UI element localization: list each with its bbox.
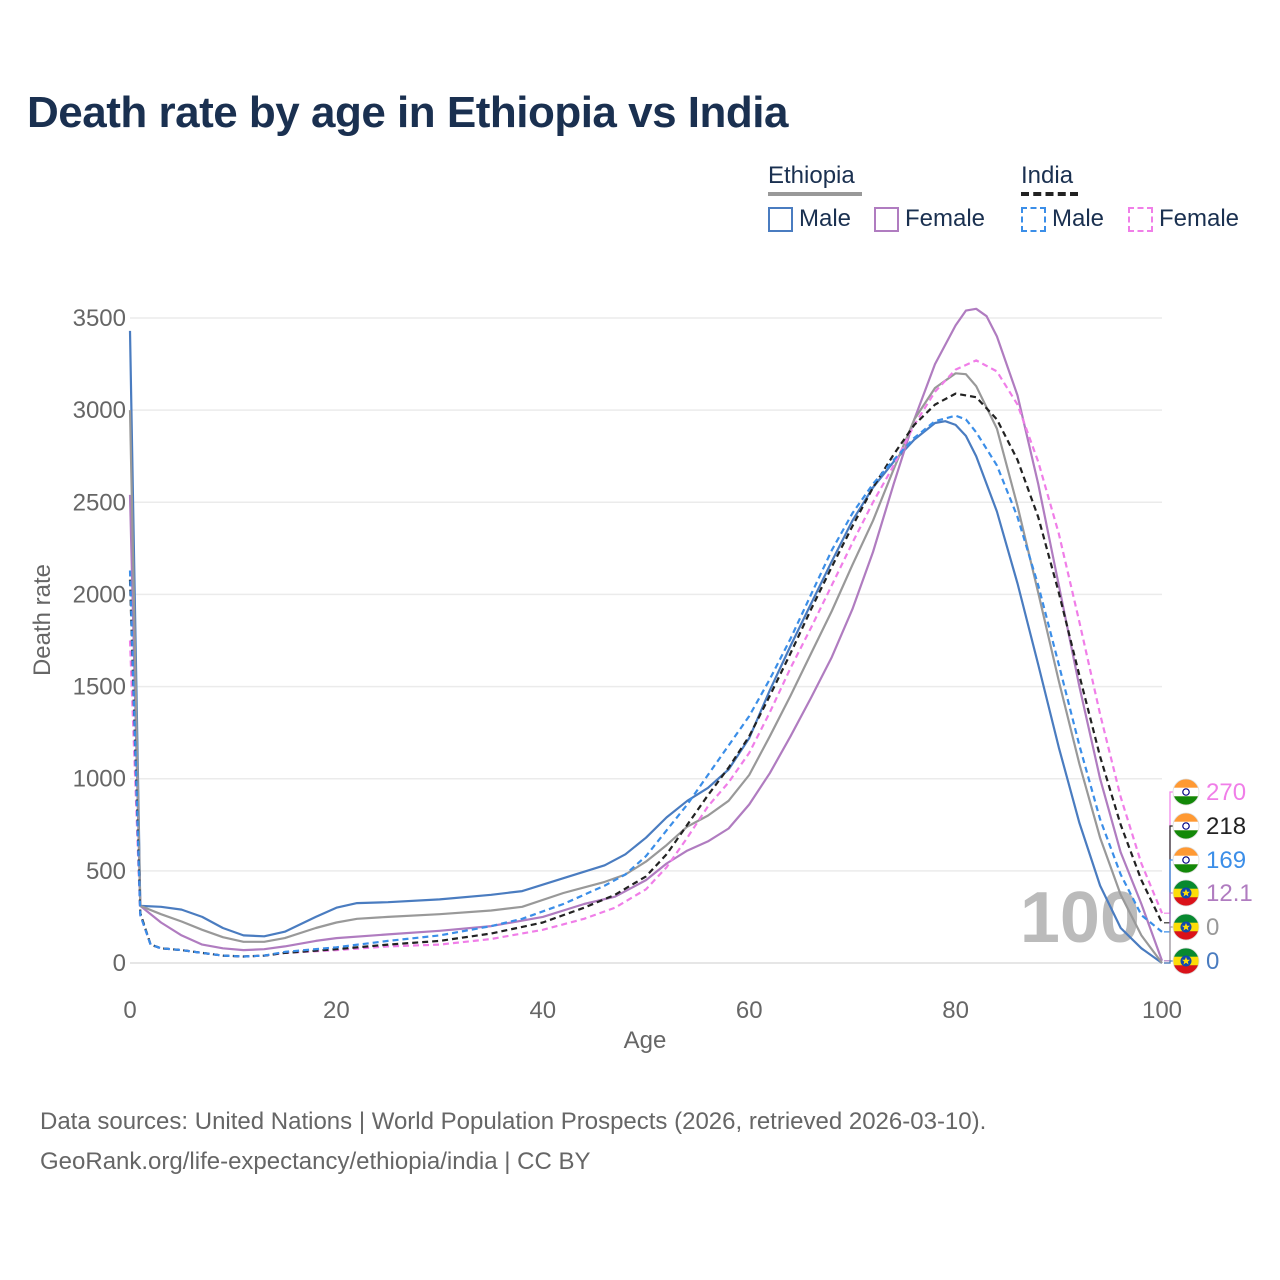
legend-swatch	[768, 206, 793, 232]
legend-label: Male	[799, 205, 852, 232]
y-tick-label: 500	[86, 858, 126, 885]
flag-icon-ethiopia	[1172, 947, 1200, 975]
end-value-label: 169	[1206, 847, 1246, 874]
series-line-ethiopia-female[interactable]	[128, 307, 1164, 962]
x-tick-label: 40	[529, 997, 556, 1024]
footer-credit[interactable]: GeoRank.org/life-expectancy/ethiopia/ind…	[40, 1148, 591, 1175]
flag-icon-ethiopia	[1172, 879, 1200, 907]
end-value-label: 218	[1206, 813, 1246, 840]
end-value-label: 0	[1206, 948, 1219, 975]
legend-swatch	[1021, 206, 1046, 232]
x-tick-label: 60	[736, 997, 763, 1024]
x-tick-label: 100	[1142, 997, 1182, 1024]
legend-group-india[interactable]: India	[1021, 162, 1074, 189]
y-tick-label: 2000	[73, 581, 126, 608]
legend-group-ethiopia[interactable]: Ethiopia	[768, 162, 855, 189]
series-line-india-male[interactable]	[128, 414, 1163, 958]
series-line-india-both[interactable]	[128, 392, 1163, 958]
x-tick-label: 20	[323, 997, 350, 1024]
legend-item-ethiopia-female[interactable]: Female	[874, 205, 985, 233]
legend-swatch	[874, 206, 899, 232]
end-value-label: 0	[1206, 914, 1219, 941]
legend-item-india-male[interactable]: Male	[1021, 205, 1104, 233]
x-tick-label: 80	[942, 997, 969, 1024]
y-axis-title: Death rate	[29, 564, 56, 676]
x-axis-title: Age	[624, 1027, 667, 1054]
legend-item-india-female[interactable]: Female	[1128, 205, 1239, 233]
legend-swatch	[1128, 206, 1153, 232]
end-value-label: 270	[1206, 779, 1246, 806]
flag-icon-india	[1172, 778, 1200, 806]
watermark-year: 100	[1020, 878, 1140, 958]
end-value-label: 12.1	[1206, 880, 1253, 907]
legend-label: Male	[1052, 205, 1105, 232]
legend-item-ethiopia-male[interactable]: Male	[768, 205, 851, 233]
legend-group-ethiopia-line	[768, 192, 862, 196]
y-tick-label: 2500	[73, 489, 126, 516]
flag-icon-india	[1172, 846, 1200, 874]
chart-title: Death rate by age in Ethiopia vs India	[27, 88, 788, 137]
legend-label: Female	[905, 205, 986, 232]
flag-icon-ethiopia	[1172, 913, 1200, 941]
y-tick-label: 3500	[73, 305, 126, 332]
series-line-india-female[interactable]	[128, 359, 1164, 958]
y-tick-label: 1500	[73, 674, 126, 701]
y-tick-label: 0	[113, 950, 126, 977]
x-tick-label: 0	[123, 997, 136, 1024]
legend-label: Female	[1159, 205, 1240, 232]
legend-group-india-line	[1021, 192, 1078, 196]
y-tick-label: 1000	[73, 766, 126, 793]
y-tick-label: 3000	[73, 397, 126, 424]
series-line-ethiopia-both[interactable]	[128, 372, 1163, 964]
flag-icon-india	[1172, 812, 1200, 840]
series-line-ethiopia-male[interactable]	[128, 330, 1163, 964]
footer-sources: Data sources: United Nations | World Pop…	[40, 1108, 987, 1135]
